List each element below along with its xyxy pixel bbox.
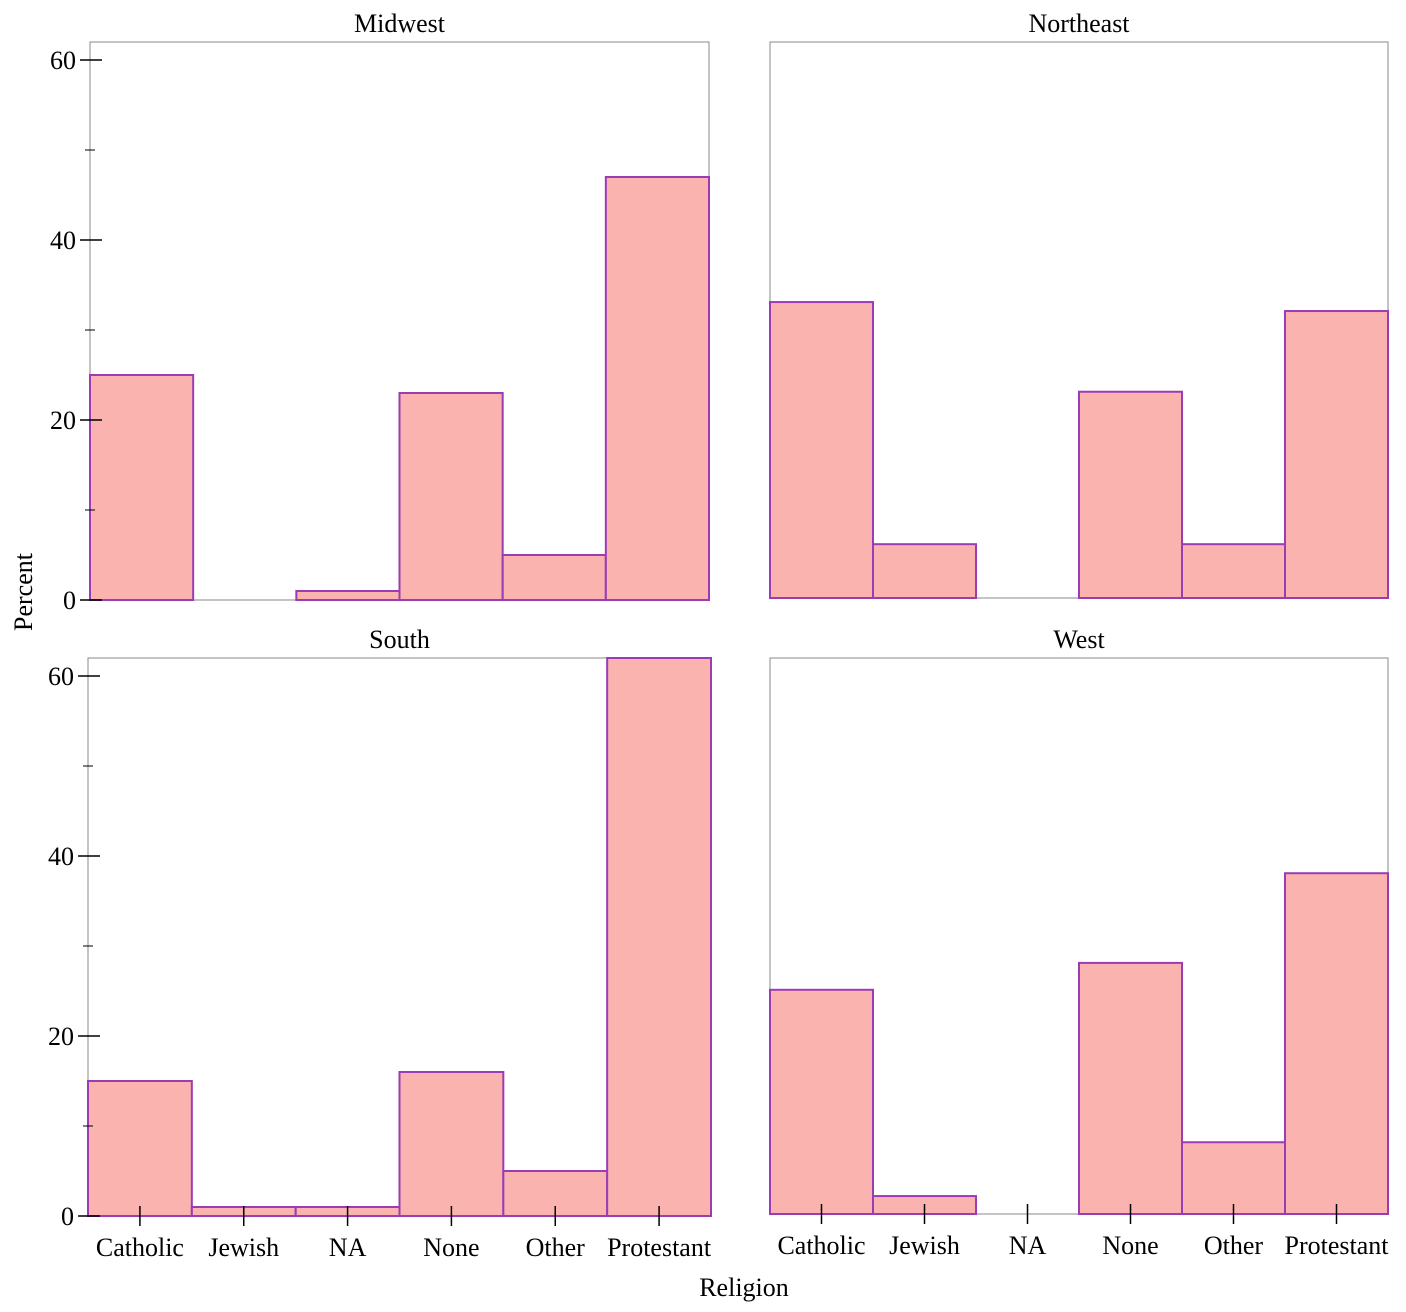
bar-other xyxy=(501,554,607,601)
bar-catholic xyxy=(769,301,874,599)
bar-other xyxy=(1181,1141,1286,1215)
bar-protestant xyxy=(1284,872,1389,1216)
bar-other xyxy=(1181,543,1286,599)
x-tick-label: None xyxy=(423,1233,479,1262)
x-tick-label: Protestant xyxy=(1285,1231,1390,1260)
y-tick-label: 20 xyxy=(50,406,76,435)
panel-west: West Catholic Jewish NA None Other Protestant xyxy=(769,625,1390,1260)
bar-protestant xyxy=(1284,310,1389,599)
x-axis-title: Religion xyxy=(699,1273,789,1302)
x-tick-label: Jewish xyxy=(889,1231,960,1260)
bar-catholic xyxy=(87,1080,193,1217)
x-tick-label: Catholic xyxy=(96,1233,184,1262)
y-axis-title: Percent xyxy=(9,552,38,631)
x-tick-label: NA xyxy=(329,1233,367,1262)
x-tick-label: Catholic xyxy=(777,1231,865,1260)
panel-title: Midwest xyxy=(354,9,446,38)
bar-jewish xyxy=(872,543,977,599)
panel-title: South xyxy=(369,625,430,654)
y-tick-label: 60 xyxy=(48,662,74,691)
y-tick-label: 40 xyxy=(50,226,76,255)
panel-midwest: Midwest 0 20 40 60 xyxy=(50,9,710,615)
bar-protestant xyxy=(604,176,710,601)
panel-title: West xyxy=(1053,625,1105,654)
bar-na xyxy=(295,590,401,601)
x-tick-label: Other xyxy=(1204,1231,1264,1260)
x-tick-label: Protestant xyxy=(607,1233,712,1262)
x-tick-label: Jewish xyxy=(208,1233,279,1262)
bar-none xyxy=(1078,961,1183,1215)
y-tick-label: 60 xyxy=(50,46,76,75)
bar-none xyxy=(1078,390,1183,600)
bar-catholic xyxy=(89,374,195,601)
bar-protestant xyxy=(606,657,713,1217)
panel-south: South 0 20 40 60 Catholic Jewish NA None Other Pro… xyxy=(48,625,713,1262)
bar-none xyxy=(398,392,504,601)
y-tick-label: 20 xyxy=(48,1022,74,1051)
x-tick-label: Other xyxy=(526,1233,586,1262)
y-tick-label: 0 xyxy=(61,1202,74,1231)
bar-catholic xyxy=(769,988,874,1215)
y-tick-label: 0 xyxy=(63,586,76,615)
y-tick-label: 40 xyxy=(48,842,74,871)
x-tick-label: NA xyxy=(1009,1231,1047,1260)
bar-none xyxy=(398,1071,505,1217)
panel-title: Northeast xyxy=(1028,9,1130,38)
panel-northeast: Northeast xyxy=(769,9,1389,600)
x-tick-label: None xyxy=(1102,1231,1158,1260)
